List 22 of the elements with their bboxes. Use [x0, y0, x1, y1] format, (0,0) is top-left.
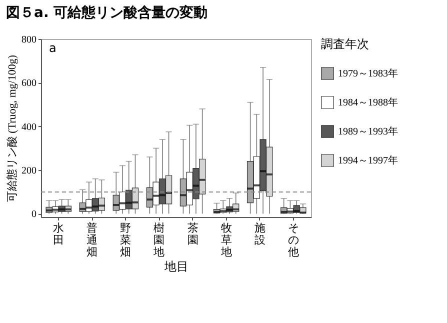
x-tick-label: 野菜畑 — [120, 222, 132, 258]
x-tick-label: 普通畑 — [86, 222, 98, 258]
x-tick-label: 牧草地 — [220, 222, 232, 258]
legend-title: 調査年次 — [321, 37, 369, 51]
x-tick-label: 樹園地 — [152, 222, 165, 258]
x-tick-label: 施設 — [254, 222, 266, 246]
y-tick-label: 0 — [32, 209, 36, 220]
legend-label: 1994～1997年 — [338, 154, 398, 166]
legend-label: 1989～1993年 — [338, 126, 398, 138]
y-tick-label: 800 — [22, 34, 36, 46]
legend-label: 1984～1988年 — [338, 96, 398, 108]
y-tick-label: 600 — [22, 78, 36, 90]
x-tick-label: その他 — [288, 222, 299, 258]
x-axis-title: 地目 — [164, 260, 188, 274]
x-tick-label: 茶園 — [187, 222, 198, 246]
chart-title: 図５a. 可給態リン酸含量の変動 — [6, 4, 208, 21]
annotation: a — [49, 41, 56, 55]
y-tick-label: 200 — [22, 166, 36, 177]
y-tick-label: 400 — [22, 122, 36, 133]
y-axis-title: 可給態リン酸 (Truog, mg/100g) — [6, 54, 18, 202]
legend-label: 1979～1983年 — [338, 68, 398, 80]
x-tick-label: 水田 — [53, 222, 64, 246]
